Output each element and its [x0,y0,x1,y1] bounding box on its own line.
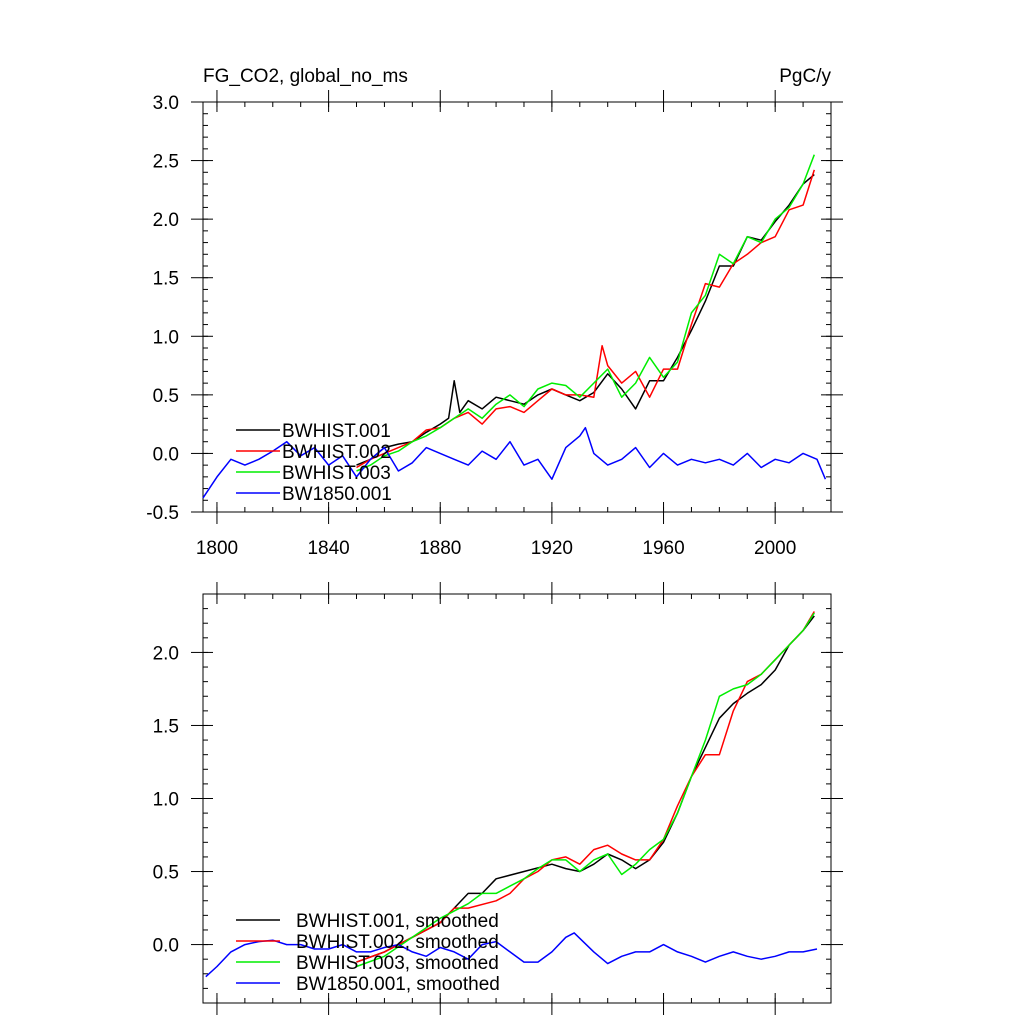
y-tick-label: 3.0 [153,93,179,114]
y-tick-label: 2.0 [153,643,179,664]
units-label: PgC/y [779,66,831,87]
series-line-3 [356,154,816,472]
y-tick-label: 2.0 [153,210,179,231]
y-tick-label: 1.0 [153,327,179,348]
legend-entry: BWHIST.001 [282,421,391,442]
series-line-2 [356,169,816,469]
x-tick-label: 1800 [196,538,238,559]
x-tick-label: 2000 [754,538,796,559]
legend-entry: BWHIST.003 [282,463,391,484]
top-panel: FG_CO2, global_no_ms PgC/y 1800 1840 1880 192… [146,66,843,559]
legend-entry: BW1850.001 [282,484,392,505]
y-tick-label: 0.5 [153,386,179,407]
series-line-4 [205,932,818,978]
x-tick-label: 1840 [307,538,349,559]
x-tick-label: 1960 [642,538,684,559]
series-line-1 [356,174,815,466]
series-line-4 [202,426,827,499]
series-line-3 [356,612,815,968]
y-tick-label: 1.0 [153,790,179,811]
y-tick-label: 2.5 [153,152,179,173]
plot-frame [202,101,832,513]
chart-title: FG_CO2, global_no_ms [203,66,408,87]
y-tick-label: -0.5 [146,503,179,524]
x-tick-label: 1920 [531,538,573,559]
series-line-1 [356,615,815,963]
y-tick-label: 1.5 [153,269,179,290]
y-tick-label: 0.0 [153,444,179,465]
legend-entry: BWHIST.002 [282,442,391,463]
y-tick-label: 0.5 [153,863,179,884]
x-tick-label: 1880 [419,538,461,559]
legend-entry: BWHIST.003, smoothed [296,953,499,974]
legend-entry: BW1850.001, smoothed [296,974,500,995]
legend-entry: BWHIST.002, smoothed [296,932,499,953]
series-line-2 [356,611,815,963]
y-tick-label: 0.0 [153,936,179,957]
legend-entry: BWHIST.001, smoothed [296,911,499,932]
y-tick-label: 1.5 [153,716,179,737]
